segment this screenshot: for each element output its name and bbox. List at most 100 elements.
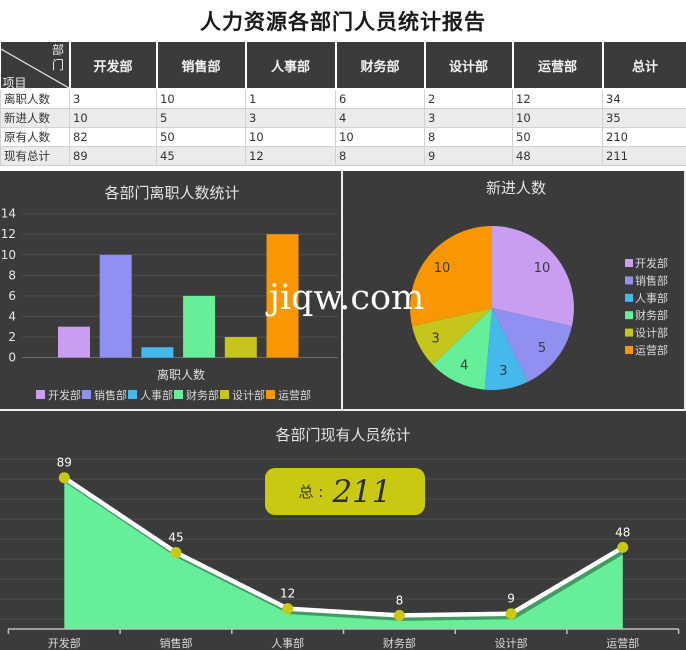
row-header[interactable]: 离职人数 xyxy=(0,88,70,109)
area-chart[interactable]: 各部门现有人员统计 89 开发部 45 销售部 12 人事部 8 财务部 9 设计部 48 运营部 xyxy=(0,411,686,650)
pie-value-label: 10 xyxy=(534,261,551,276)
pie-slice[interactable] xyxy=(492,226,574,327)
row-header[interactable]: 现有总计 xyxy=(0,146,70,166)
page-title: 人力资源各部门人员统计报告 xyxy=(200,10,486,34)
table-cell[interactable]: 10 xyxy=(335,127,425,147)
data-point[interactable] xyxy=(393,609,405,621)
legend-item[interactable]: 销售部 xyxy=(82,388,127,402)
table-cell[interactable]: 50 xyxy=(512,127,603,147)
pie-chart-title: 新进人数 xyxy=(486,179,546,197)
y-axis-tick-label: 4 xyxy=(8,309,16,323)
diagonal-divider xyxy=(0,48,68,87)
legend-item[interactable]: 人事部 xyxy=(128,388,173,402)
bar-chart-title: 各部门离职人数统计 xyxy=(104,184,239,202)
data-point-label: 89 xyxy=(57,456,72,470)
column-header[interactable]: 销售部 xyxy=(156,42,247,90)
legend-swatch xyxy=(174,390,183,399)
pie-chart-panel[interactable]: 新进人数 10 5 3 4 3 10 开发部 销售部 人事部 财务部 设计部 运营部 xyxy=(343,171,686,409)
legend-item[interactable]: 财务部 xyxy=(625,308,668,322)
legend-item[interactable]: 开发部 xyxy=(36,388,81,402)
table-cell[interactable]: 35 xyxy=(602,108,686,128)
pie-value-label: 4 xyxy=(460,359,468,374)
table-cell[interactable]: 50 xyxy=(156,127,246,147)
data-point[interactable] xyxy=(505,608,517,620)
legend-label: 销售部 xyxy=(94,388,127,402)
table-cell[interactable]: 2 xyxy=(424,88,513,109)
bar[interactable] xyxy=(99,254,132,358)
table-cell[interactable]: 10 xyxy=(245,127,336,147)
table-cell[interactable]: 3 xyxy=(69,88,157,109)
legend-item[interactable]: 开发部 xyxy=(625,256,668,270)
table-cell[interactable]: 8 xyxy=(335,146,425,166)
column-header[interactable]: 人事部 xyxy=(245,42,337,90)
legend-swatch xyxy=(266,390,275,399)
bar[interactable] xyxy=(266,234,299,358)
table-cell[interactable]: 1 xyxy=(245,88,336,109)
legend-swatch xyxy=(625,328,633,337)
legend-item[interactable]: 销售部 xyxy=(625,273,668,287)
legend-swatch xyxy=(625,346,633,354)
row-header[interactable]: 新进人数 xyxy=(0,108,70,128)
data-point[interactable] xyxy=(58,472,70,484)
bar[interactable] xyxy=(224,336,257,358)
table-cell[interactable]: 10 xyxy=(512,108,603,128)
row-header[interactable]: 原有人数 xyxy=(0,127,70,147)
y-axis-tick-label: 8 xyxy=(8,268,16,282)
area-chart-panel[interactable]: 各部门现有人员统计 89 开发部 45 销售部 12 人事部 8 财务部 9 设计部 48 运营部 总 … xyxy=(0,411,686,650)
table-cell[interactable]: 10 xyxy=(69,108,157,128)
column-header[interactable]: 设计部 xyxy=(424,42,514,90)
legend-item[interactable]: 设计部 xyxy=(625,326,668,340)
table-cell[interactable]: 34 xyxy=(602,88,686,109)
column-header[interactable]: 总计 xyxy=(602,42,686,90)
data-point[interactable] xyxy=(617,541,629,553)
data-point[interactable] xyxy=(170,547,182,558)
pie-slice[interactable] xyxy=(484,308,528,391)
total-value: 211 xyxy=(332,473,392,510)
table-cell[interactable]: 48 xyxy=(512,146,603,166)
column-header[interactable]: 开发部 xyxy=(69,42,158,90)
pie-slice[interactable] xyxy=(432,308,492,390)
legend-label: 销售部 xyxy=(635,273,668,287)
legend-item[interactable]: 运营部 xyxy=(625,343,668,357)
legend-swatch xyxy=(625,259,633,267)
legend-label: 人事部 xyxy=(140,388,173,402)
legend-item[interactable]: 财务部 xyxy=(174,388,219,402)
pie-slice[interactable] xyxy=(492,308,572,382)
corner-header-cell[interactable]: 部门 项目 xyxy=(0,42,71,90)
x-axis-label: 离职人数 xyxy=(157,367,205,382)
stats-table: 部门 项目 开发部 销售部 人事部 财务部 设计部 运营部 总计 离职人数 3 10 1 6 2 12 3… xyxy=(0,42,686,166)
table-cell[interactable]: 8 xyxy=(424,127,513,147)
table-cell[interactable]: 4 xyxy=(335,108,425,128)
column-header[interactable]: 财务部 xyxy=(335,42,426,90)
table-cell[interactable]: 12 xyxy=(512,88,603,109)
legend-item[interactable]: 运营部 xyxy=(266,388,311,402)
table-cell[interactable]: 6 xyxy=(335,88,425,109)
legend-item[interactable]: 设计部 xyxy=(220,388,265,402)
table-cell[interactable]: 89 xyxy=(69,146,157,166)
bar[interactable] xyxy=(58,326,90,358)
table-cell[interactable]: 9 xyxy=(424,146,513,166)
pie-slice[interactable] xyxy=(412,308,492,365)
bar[interactable] xyxy=(141,347,174,358)
table-cell[interactable]: 82 xyxy=(69,127,157,147)
bar[interactable] xyxy=(183,295,216,358)
table-cell[interactable]: 3 xyxy=(424,108,513,128)
table-cell[interactable]: 10 xyxy=(156,88,246,109)
y-axis-tick-label: 2 xyxy=(8,330,16,344)
table-cell[interactable]: 12 xyxy=(245,146,336,166)
pie-slice[interactable] xyxy=(410,226,492,327)
data-point[interactable] xyxy=(282,603,294,615)
table-cell[interactable]: 45 xyxy=(156,146,246,166)
bar-chart-panel[interactable]: 各部门离职人数统计 0 2 4 6 8 10 12 14 离职人数 开发部 销售部 人事部 财务部 设计部运… xyxy=(0,171,343,409)
legend-swatch xyxy=(625,311,633,320)
x-axis-category-label: 财务部 xyxy=(383,636,416,650)
bar-chart[interactable]: 各部门离职人数统计 0 2 4 6 8 10 12 14 离职人数开发部 销售部 人事部 财务部 设计部运… xyxy=(0,171,341,409)
legend-label: 财务部 xyxy=(635,308,668,322)
table-cell[interactable]: 210 xyxy=(602,127,686,147)
column-header[interactable]: 运营部 xyxy=(512,42,604,90)
table-cell[interactable]: 3 xyxy=(245,108,336,128)
table-cell[interactable]: 211 xyxy=(602,146,686,166)
legend-item[interactable]: 人事部 xyxy=(625,291,668,305)
table-cell[interactable]: 5 xyxy=(156,108,246,128)
